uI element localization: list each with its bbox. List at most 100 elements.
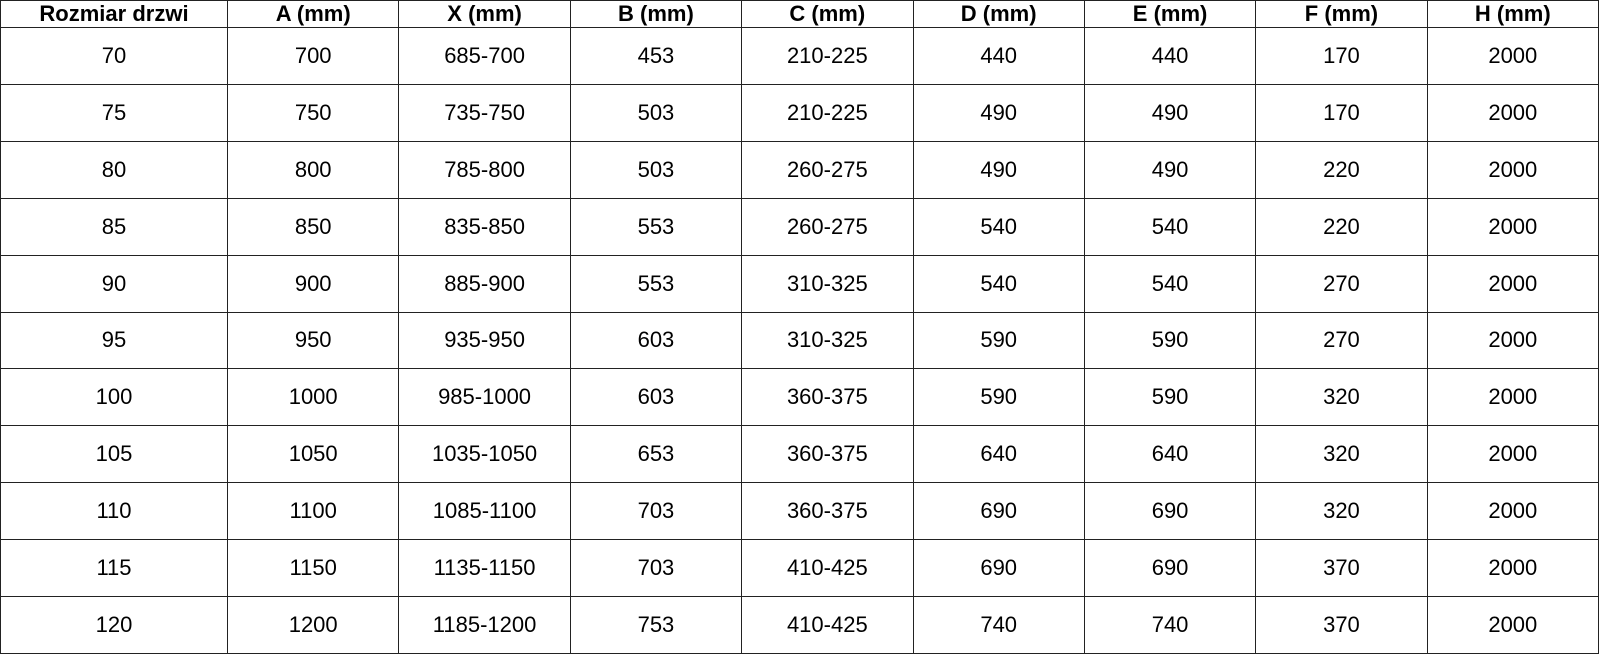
table-cell: 100 (0, 368, 228, 427)
table-cell: 320 (1255, 482, 1428, 541)
table-row: 70 700 685-700 453 210-225 440 440 170 2000 (0, 27, 1600, 85)
table-cell: 985-1000 (398, 368, 571, 427)
table-cell: 490 (912, 140, 1085, 199)
table-cell: 2000 (1426, 140, 1600, 199)
table-cell: 80 (0, 140, 228, 199)
table-cell: 310-325 (741, 311, 914, 370)
table-cell: 70 (0, 27, 228, 85)
table-cell: 540 (1083, 254, 1257, 313)
table-row: 95 950 935-950 603 310-325 590 590 270 2000 (0, 311, 1600, 370)
table-cell: 210-225 (741, 27, 914, 85)
table-row: 110 1100 1085-1100 703 360-375 690 690 320 2000 (0, 482, 1600, 541)
table-cell: 95 (0, 311, 228, 370)
table-cell: 370 (1255, 539, 1428, 598)
table-cell: 1150 (226, 539, 400, 598)
table-cell: 170 (1255, 83, 1428, 142)
table-cell: 90 (0, 254, 228, 313)
table-cell: 2000 (1426, 539, 1600, 598)
table-cell: 590 (1083, 368, 1257, 427)
table-cell: 1200 (226, 596, 400, 654)
table-cell: 653 (569, 425, 743, 484)
table-cell: 503 (569, 83, 743, 142)
table-cell: 800 (226, 140, 400, 199)
table-cell: 270 (1255, 311, 1428, 370)
table-cell: 370 (1255, 596, 1428, 654)
header-row: Rozmiar drzwi A (mm) X (mm) B (mm) C (mm) D (… (0, 0, 1600, 28)
table-cell: 75 (0, 83, 228, 142)
table-row: 100 1000 985-1000 603 360-375 590 590 320 2000 (0, 368, 1600, 427)
table-cell: 685-700 (398, 27, 571, 85)
table-cell: 1035-1050 (398, 425, 571, 484)
table-cell: 885-900 (398, 254, 571, 313)
table-cell: 490 (912, 83, 1085, 142)
table-cell: 320 (1255, 368, 1428, 427)
table-cell: 260-275 (741, 197, 914, 256)
table-cell: 410-425 (741, 596, 914, 654)
table-cell: 85 (0, 197, 228, 256)
table-row: 85 850 835-850 553 260-275 540 540 220 2000 (0, 197, 1600, 256)
table-cell: 703 (569, 482, 743, 541)
table-cell: 440 (1083, 27, 1257, 85)
table-cell: 2000 (1426, 368, 1600, 427)
column-header: H (mm) (1426, 0, 1600, 28)
table-row: 120 1200 1185-1200 753 410-425 740 740 370 2000 (0, 596, 1600, 654)
table-cell: 690 (912, 482, 1085, 541)
table-cell: 935-950 (398, 311, 571, 370)
table-cell: 110 (0, 482, 228, 541)
table-cell: 590 (1083, 311, 1257, 370)
table-cell: 2000 (1426, 482, 1600, 541)
table-cell: 2000 (1426, 197, 1600, 256)
table-cell: 1135-1150 (398, 539, 571, 598)
table-cell: 1185-1200 (398, 596, 571, 654)
table-cell: 120 (0, 596, 228, 654)
table-cell: 590 (912, 368, 1085, 427)
column-header: D (mm) (912, 0, 1085, 28)
table-cell: 270 (1255, 254, 1428, 313)
table-cell: 360-375 (741, 482, 914, 541)
table-cell: 700 (226, 27, 400, 85)
table-cell: 1000 (226, 368, 400, 427)
table-cell: 590 (912, 311, 1085, 370)
table-row: 80 800 785-800 503 260-275 490 490 220 2000 (0, 140, 1600, 199)
table-cell: 2000 (1426, 83, 1600, 142)
column-header: Rozmiar drzwi (0, 0, 228, 28)
table-cell: 640 (912, 425, 1085, 484)
column-header: C (mm) (741, 0, 914, 28)
table-row: 105 1050 1035-1050 653 360-375 640 640 320 2000 (0, 425, 1600, 484)
table-cell: 360-375 (741, 425, 914, 484)
table-cell: 1100 (226, 482, 400, 541)
table-cell: 553 (569, 197, 743, 256)
table-cell: 1085-1100 (398, 482, 571, 541)
table-cell: 105 (0, 425, 228, 484)
column-header: F (mm) (1255, 0, 1428, 28)
table-cell: 553 (569, 254, 743, 313)
table-cell: 2000 (1426, 596, 1600, 654)
table-cell: 735-750 (398, 83, 571, 142)
table-cell: 2000 (1426, 254, 1600, 313)
table-cell: 170 (1255, 27, 1428, 85)
table-cell: 690 (1083, 482, 1257, 541)
table-cell: 2000 (1426, 27, 1600, 85)
table-cell: 690 (1083, 539, 1257, 598)
table-cell: 603 (569, 368, 743, 427)
table-cell: 220 (1255, 197, 1428, 256)
table-cell: 540 (912, 254, 1085, 313)
table-cell: 740 (912, 596, 1085, 654)
table-cell: 850 (226, 197, 400, 256)
table-cell: 835-850 (398, 197, 571, 256)
column-header: A (mm) (226, 0, 400, 28)
table-row: 90 900 885-900 553 310-325 540 540 270 2000 (0, 254, 1600, 313)
table-cell: 490 (1083, 83, 1257, 142)
table-cell: 753 (569, 596, 743, 654)
table-cell: 210-225 (741, 83, 914, 142)
table-cell: 540 (1083, 197, 1257, 256)
table-row: 115 1150 1135-1150 703 410-425 690 690 370 2000 (0, 539, 1600, 598)
table-cell: 750 (226, 83, 400, 142)
table-cell: 490 (1083, 140, 1257, 199)
table-cell: 2000 (1426, 425, 1600, 484)
column-header: E (mm) (1083, 0, 1257, 28)
column-header: X (mm) (398, 0, 571, 28)
table-cell: 540 (912, 197, 1085, 256)
table-cell: 260-275 (741, 140, 914, 199)
